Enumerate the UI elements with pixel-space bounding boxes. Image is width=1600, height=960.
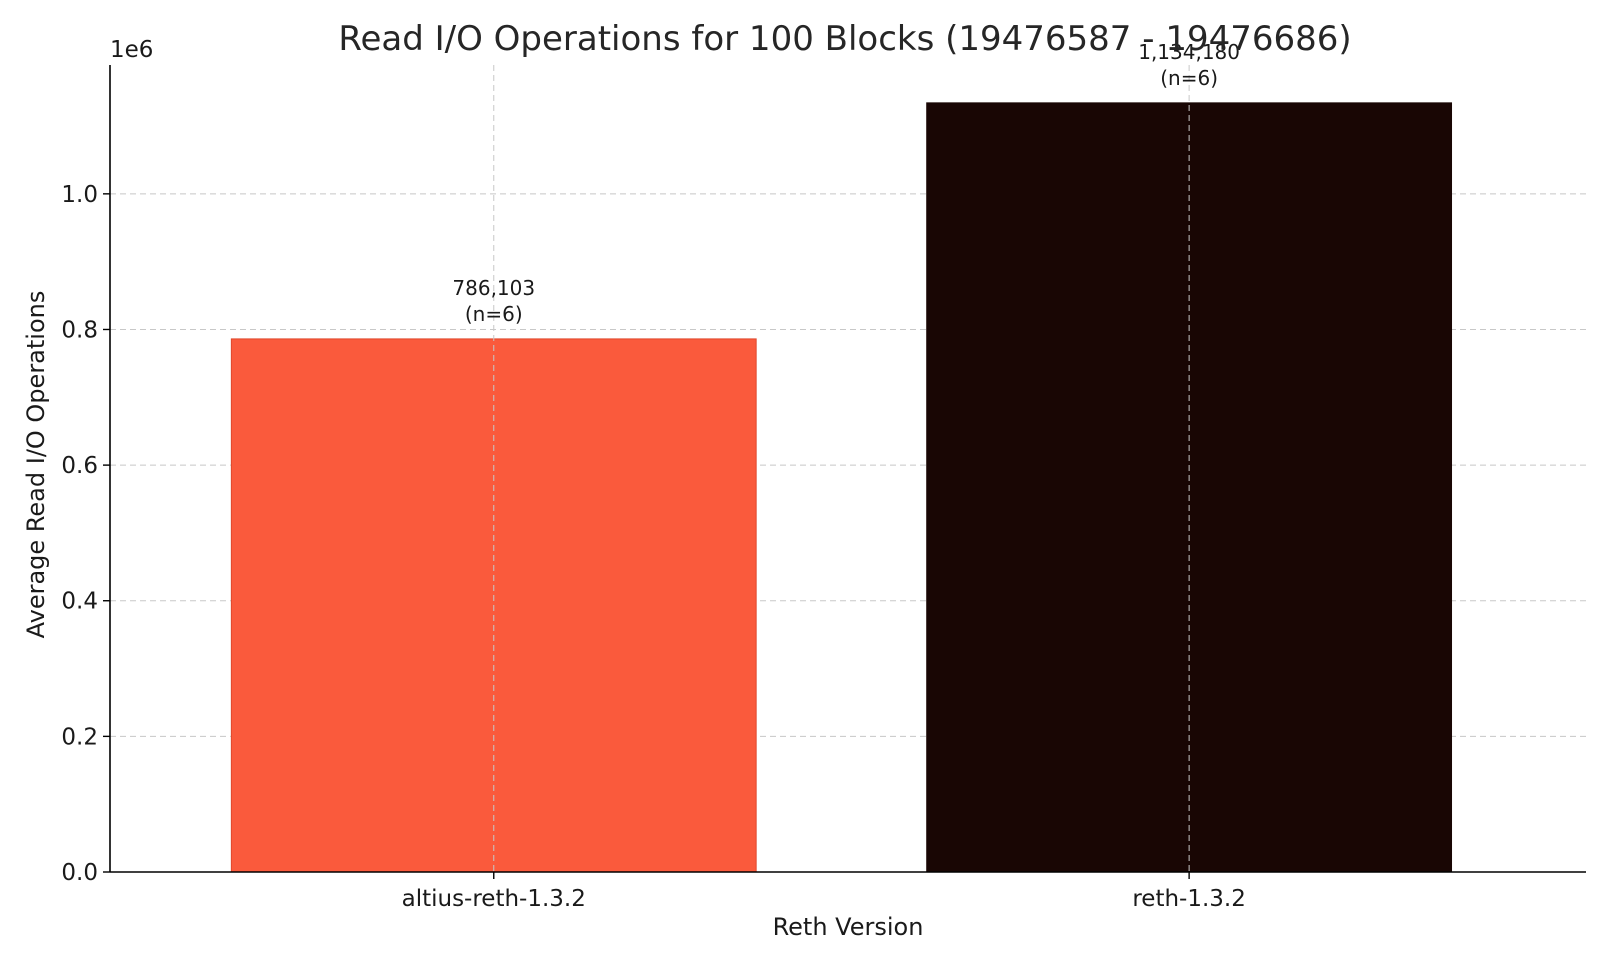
x-tick-label: altius-reth-1.3.2 bbox=[402, 886, 586, 912]
y-tick-label: 0.6 bbox=[61, 453, 98, 479]
y-axis-offset-label: 1e6 bbox=[110, 37, 153, 63]
data-labels: 786,103(n=6)1,134,180(n=6) bbox=[452, 40, 1240, 326]
bar-count-label: (n=6) bbox=[1160, 66, 1218, 90]
y-tick-label: 0.0 bbox=[61, 860, 98, 886]
y-tick-label: 0.8 bbox=[61, 317, 98, 343]
chart-title: Read I/O Operations for 100 Blocks (1947… bbox=[338, 19, 1351, 59]
y-tick-label: 1.0 bbox=[61, 182, 98, 208]
y-ticks: 0.0 0.2 0.4 0.6 0.8 1.0 bbox=[61, 182, 110, 886]
y-tick-label: 0.2 bbox=[61, 724, 98, 750]
bar-count-label: (n=6) bbox=[465, 302, 523, 326]
bar-value-label: 786,103 bbox=[452, 276, 535, 300]
bar-value-label: 1,134,180 bbox=[1138, 40, 1240, 64]
vertical-grid bbox=[493, 65, 1190, 872]
y-tick-label: 0.4 bbox=[61, 589, 98, 615]
x-ticks: altius-reth-1.3.2 reth-1.3.2 bbox=[402, 872, 1246, 912]
x-tick-label: reth-1.3.2 bbox=[1132, 886, 1246, 912]
x-axis-title: Reth Version bbox=[773, 913, 924, 941]
y-axis-title: Average Read I/O Operations bbox=[22, 291, 50, 639]
axes bbox=[109, 65, 1586, 873]
bars bbox=[230, 102, 1453, 873]
